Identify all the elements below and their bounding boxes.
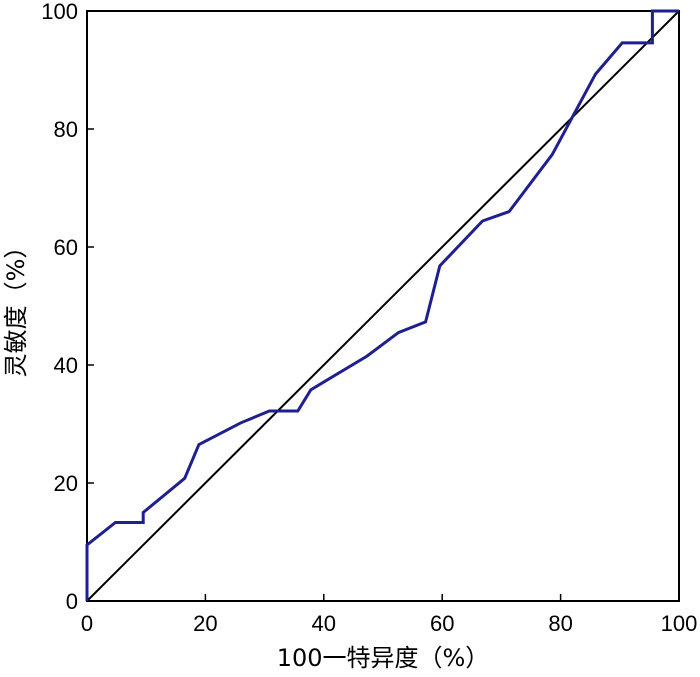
y-tick-label: 20: [54, 471, 78, 496]
plot-area: 0 20 40 60 80 100 0 20 40 60 80 100: [41, 0, 697, 636]
y-tick-label: 60: [54, 235, 78, 260]
plot-frame: [86, 10, 680, 602]
x-tick-label: 20: [193, 611, 217, 636]
x-tick-label: 0: [81, 611, 93, 636]
y-tick-label: 100: [41, 0, 78, 24]
reference-diagonal-line: [86, 10, 680, 602]
roc-curve-line: [85, 9, 679, 601]
x-tick-label: 100: [661, 611, 698, 636]
x-tick-label: 80: [548, 611, 572, 636]
x-tick-label: 40: [312, 611, 336, 636]
y-axis-title: 灵敏度（%）: [2, 235, 30, 378]
y-tick-label: 0: [66, 589, 78, 614]
x-axis-title: 100一特异度（%）: [277, 644, 490, 672]
y-tick-label: 80: [54, 117, 78, 142]
y-tick-label: 40: [54, 353, 78, 378]
x-tick-label: 60: [430, 611, 454, 636]
